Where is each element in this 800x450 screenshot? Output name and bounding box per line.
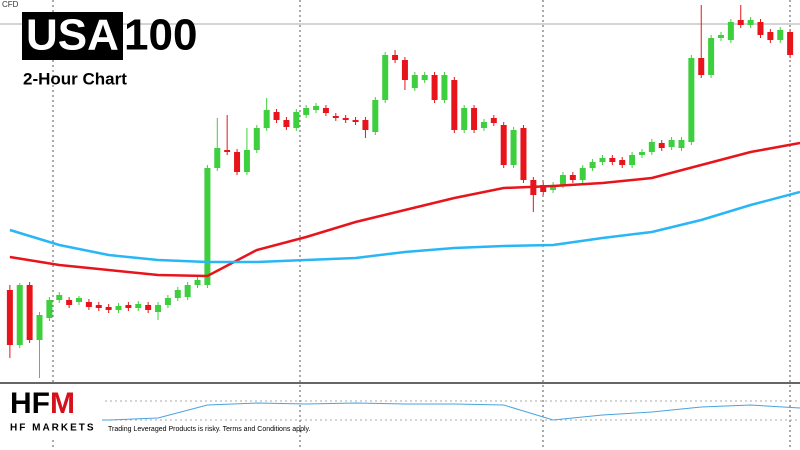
candle-body: [6, 290, 13, 345]
candle-body: [392, 55, 399, 60]
candle-body: [155, 305, 162, 312]
candle-body: [708, 38, 715, 75]
plot-area: [6, 5, 800, 421]
candle-body: [747, 20, 754, 25]
disclaimer: Trading Leveraged Products is risky. Ter…: [108, 426, 311, 433]
candle-body: [214, 148, 221, 168]
candle-body: [204, 168, 211, 285]
candle-body: [184, 285, 191, 297]
candle-body: [471, 108, 478, 130]
candle-body: [451, 80, 458, 130]
candle-body: [372, 100, 379, 132]
candle-body: [658, 143, 665, 148]
candle-body: [263, 110, 270, 128]
candle-body: [253, 128, 260, 150]
candle-body: [520, 128, 527, 180]
subtitle: 2-Hour Chart: [23, 69, 127, 88]
candle-body: [579, 168, 586, 180]
candle-body: [737, 20, 744, 25]
candle-body: [194, 280, 201, 285]
candle-body: [431, 75, 438, 100]
candle-body: [648, 142, 655, 152]
candle-body: [283, 120, 290, 127]
candle-body: [787, 32, 794, 55]
moving-average: [9, 190, 800, 264]
title-boxed: USA: [26, 11, 119, 60]
candle-body: [243, 150, 250, 172]
candle-body: [303, 108, 310, 115]
candle-body: [599, 158, 606, 162]
candle-body: [224, 150, 231, 152]
session-separators: [52, 0, 791, 450]
candle-body: [66, 300, 73, 305]
candle-body: [273, 112, 280, 120]
candle-body: [500, 125, 507, 165]
moving-average: [9, 141, 800, 278]
candle-body: [550, 185, 557, 190]
candle-body: [46, 300, 53, 318]
candle-body: [668, 140, 675, 147]
candle-body: [569, 175, 576, 180]
candle-body: [16, 285, 23, 345]
symbol-label: CFD: [2, 0, 19, 9]
title-box: [22, 12, 123, 60]
candle-body: [342, 118, 349, 120]
candle-body: [510, 130, 517, 165]
indicator-line: [9, 402, 800, 421]
candle-body: [332, 116, 339, 118]
candle-body: [688, 58, 695, 142]
candle-body: [95, 305, 102, 308]
candle-body: [105, 307, 112, 310]
candle-body: [629, 155, 636, 165]
candle-body: [322, 108, 329, 113]
candle-body: [234, 152, 241, 172]
candle-body: [441, 75, 448, 100]
candle-body: [727, 22, 734, 40]
candle-body: [589, 162, 596, 168]
candle-body: [490, 118, 497, 123]
candle-body: [115, 306, 122, 310]
candle-body: [56, 295, 63, 300]
logo: HFM: [10, 387, 75, 420]
candle-body: [461, 108, 468, 130]
candle-body: [76, 298, 83, 302]
candle-body: [480, 122, 487, 128]
title-plain: 100: [124, 11, 197, 60]
logo-start: HF: [10, 387, 50, 420]
candle-body: [559, 175, 566, 185]
candle-body: [125, 305, 132, 308]
logo-end: M: [50, 387, 75, 420]
candle-body: [362, 120, 369, 130]
candle-body: [540, 185, 547, 192]
candle-body: [164, 298, 171, 305]
candle-body: [638, 152, 645, 155]
candle-body: [313, 106, 320, 110]
candle-body: [26, 285, 33, 340]
candle-body: [174, 290, 181, 298]
candle-body: [85, 302, 92, 307]
candle-body: [352, 120, 359, 122]
candle-body: [777, 30, 784, 40]
candle-body: [382, 55, 389, 100]
candle-body: [767, 32, 774, 40]
candle-body: [609, 158, 616, 162]
candle-body: [135, 304, 142, 308]
candle-body: [678, 140, 685, 148]
logo-bg: [0, 385, 102, 437]
candle-body: [293, 112, 300, 128]
candle-body: [411, 75, 418, 88]
candle-body: [36, 315, 43, 340]
candle-body: [757, 22, 764, 35]
candle-body: [619, 160, 626, 165]
brand-name: HF MARKETS: [10, 423, 96, 434]
candle-body: [401, 60, 408, 80]
candle-body: [698, 58, 705, 75]
candle-body: [421, 75, 428, 80]
candle-body: [717, 35, 724, 38]
candle-body: [145, 305, 152, 310]
